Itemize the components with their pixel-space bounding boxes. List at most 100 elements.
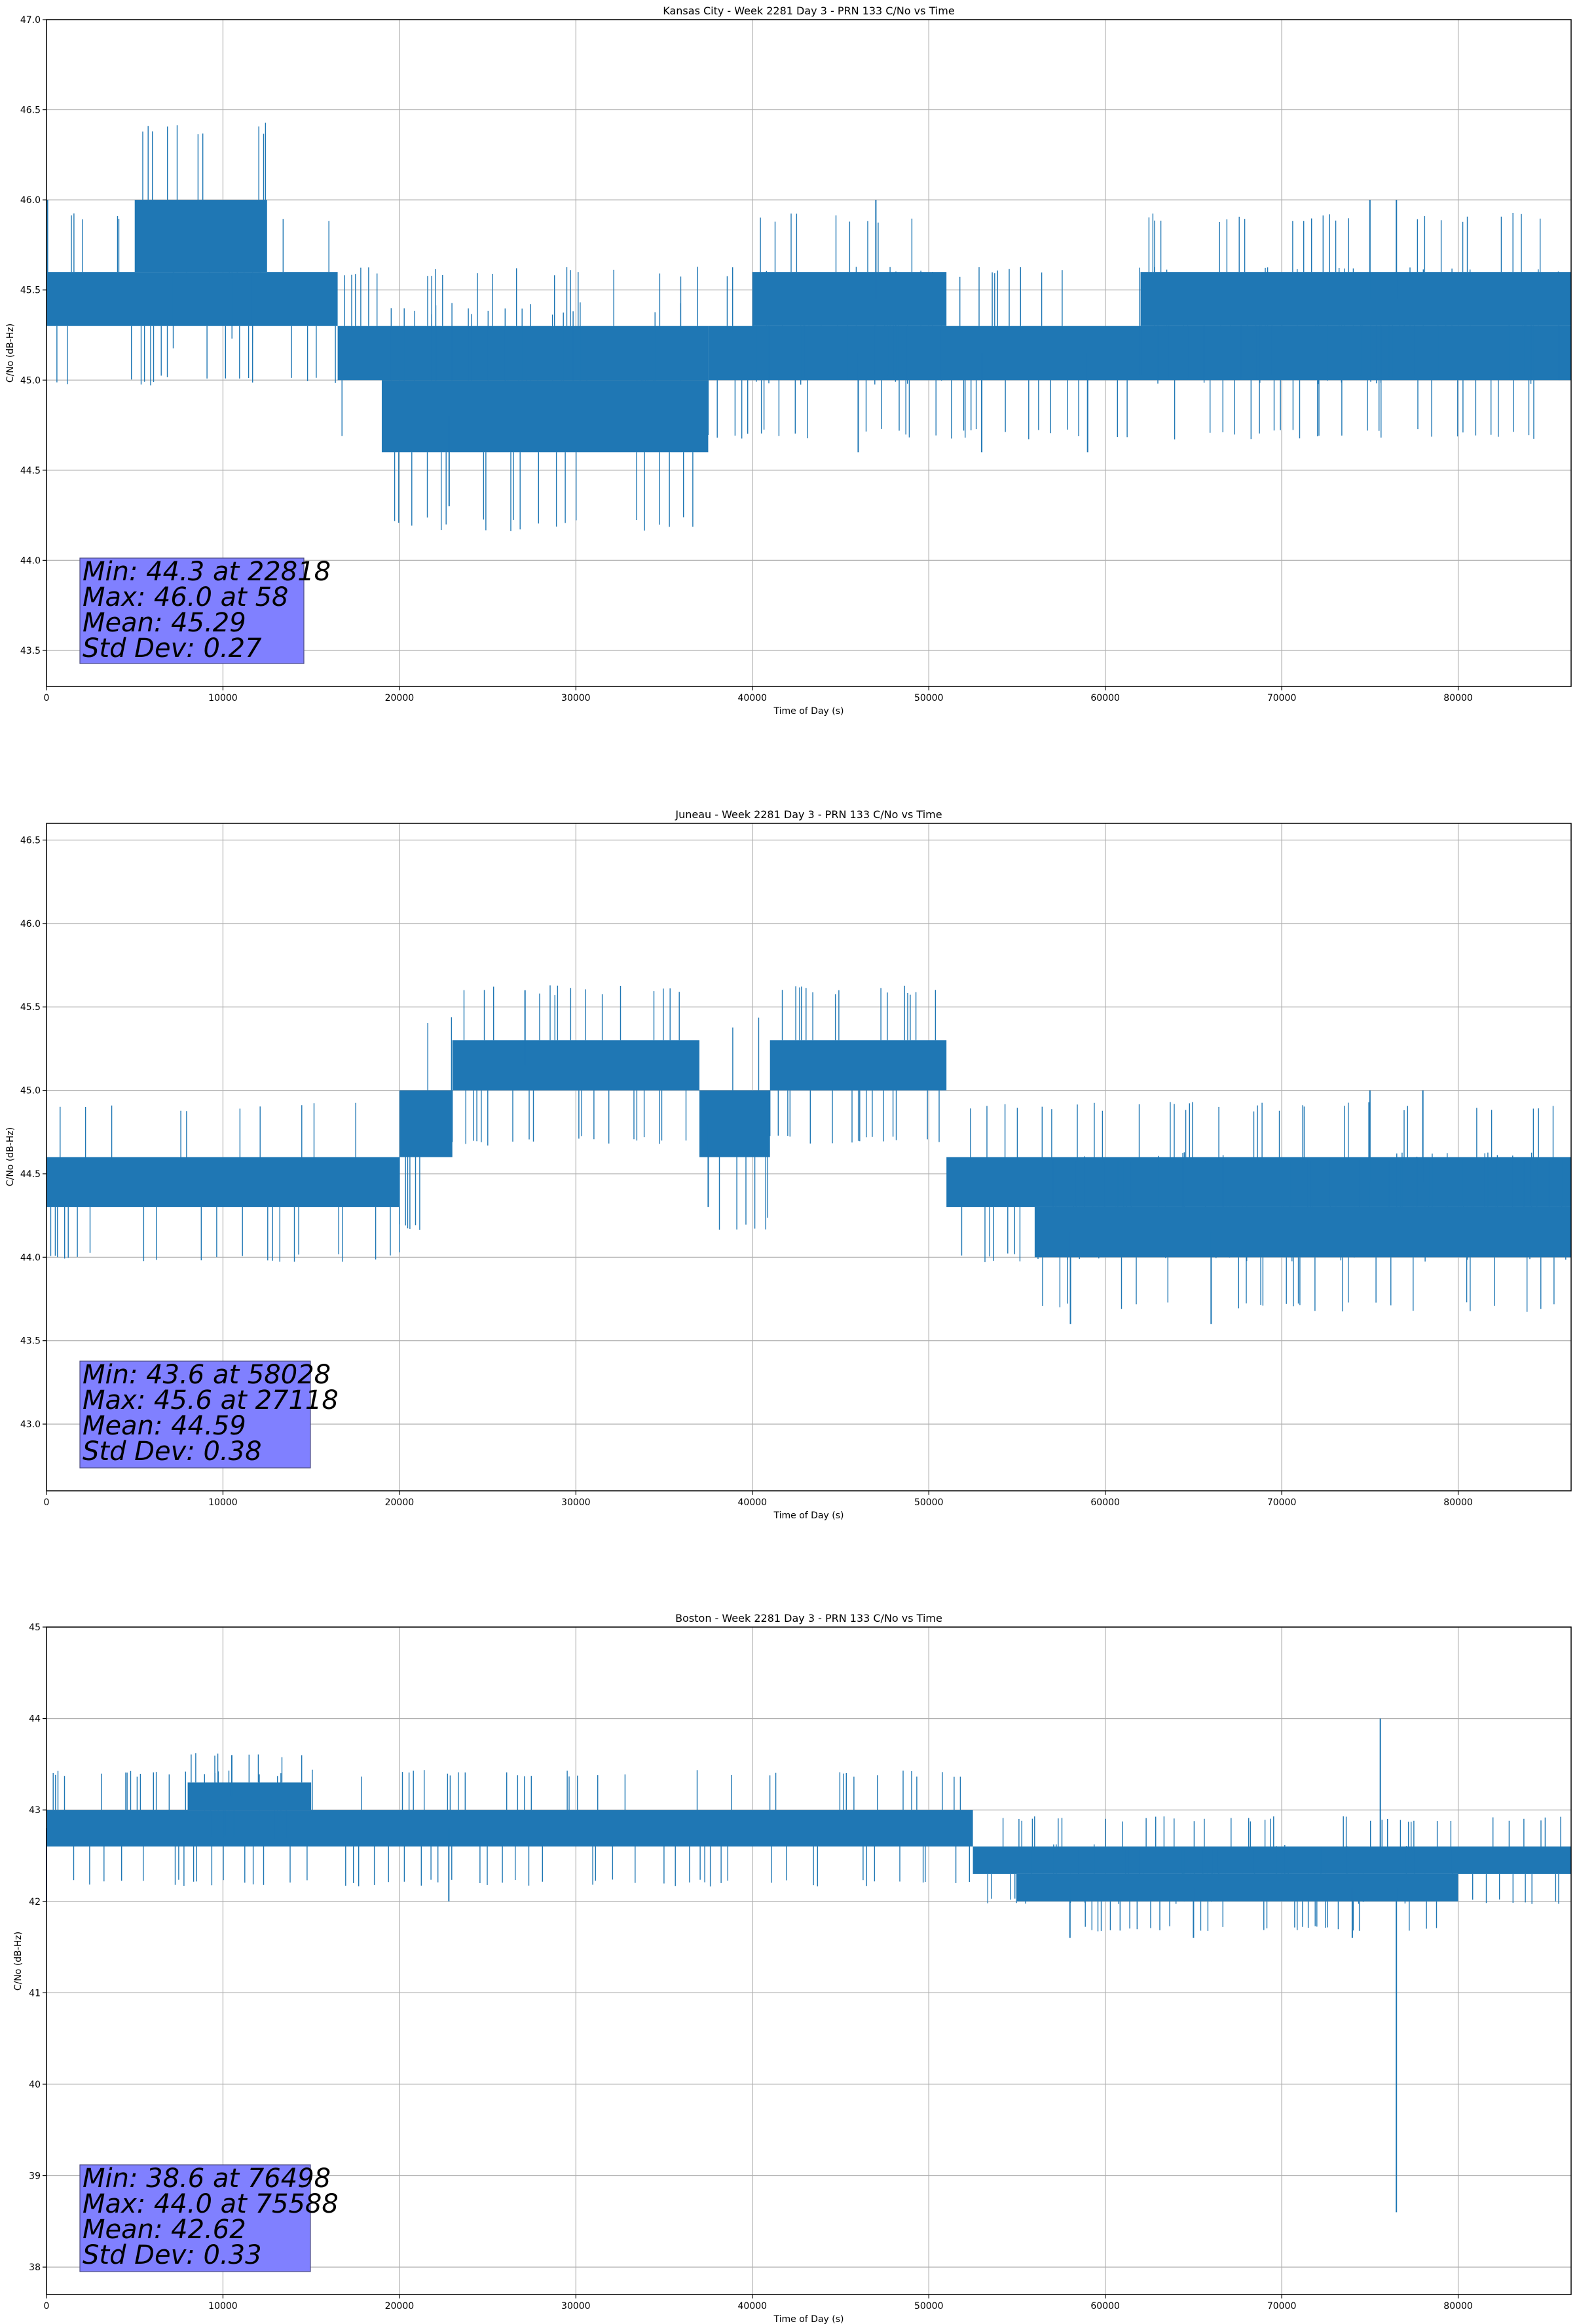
y-axis-label-kansas-city: C/No (dB-Hz) [5, 324, 16, 383]
y-tick-label: 38 [29, 2262, 41, 2273]
signal-jitter [718, 1017, 768, 1230]
x-tick-label: 30000 [561, 693, 591, 703]
series-kansas-city [46, 122, 1571, 531]
panel-boston: 0 10000 20000 30000 40000 50000 60000 70000 8000… [13, 1612, 1572, 2324]
signal-band [770, 1040, 947, 1091]
y-tick-label: 45.0 [20, 375, 41, 386]
x-tick-label: 30000 [561, 1497, 591, 1508]
plot-frame-kansas-city [46, 19, 1572, 687]
signal-band [381, 380, 709, 453]
y-tick-label: 40 [29, 2080, 41, 2090]
y-tick-label: 46.0 [20, 919, 41, 929]
signal-jitter [1042, 1152, 1563, 1312]
x-tick-label: 70000 [1267, 693, 1297, 703]
stat-max-kansas-city: Max: 46.0 at 58 [83, 582, 288, 612]
y-tick-label: 46.5 [20, 835, 41, 846]
signal-band [46, 1157, 399, 1207]
y-tick-label: 43 [29, 1805, 41, 1816]
signal-jitter [399, 1017, 453, 1230]
stat-mean-boston: Mean: 42.62 [83, 2215, 246, 2245]
signal-jitter [142, 122, 267, 348]
chart-title-boston: Boston - Week 2281 Day 3 - PRN 133 C/No … [675, 1612, 942, 1624]
y-tick-label: 45.5 [20, 286, 41, 296]
x-tick-label: 40000 [738, 1497, 768, 1508]
x-tick-label: 80000 [1443, 693, 1473, 703]
stats-box-juneau: Min: 43.6 at 58028 Max: 45.6 at 27118 Me… [79, 1360, 339, 1469]
signal-band [187, 1782, 312, 1810]
signal-band [337, 326, 709, 381]
stat-mean-kansas-city: Mean: 45.29 [83, 608, 246, 638]
x-tick-label: 30000 [561, 2301, 591, 2312]
y-tick-label: 47.0 [20, 15, 41, 26]
x-tick-label: 60000 [1090, 1497, 1120, 1508]
x-tick-label: 60000 [1090, 693, 1120, 703]
stat-std-juneau: Std Dev: 0.38 [83, 1436, 262, 1467]
y-axis-label-boston: C/No (dB-Hz) [13, 1932, 24, 1991]
stat-min-kansas-city: Min: 44.3 at 22818 [83, 557, 331, 587]
x-tick-label: 0 [44, 2301, 50, 2312]
x-tick-label: 80000 [1443, 2301, 1473, 2312]
x-tick-label: 10000 [208, 1497, 238, 1508]
signal-jitter [1140, 213, 1560, 384]
y-tick-label: 42 [29, 1897, 41, 1907]
x-tick-label: 10000 [208, 2301, 238, 2312]
x-tick-label: 70000 [1267, 1497, 1297, 1508]
ticks-juneau: 0 10000 20000 30000 40000 50000 60000 70000 8000… [20, 835, 1473, 1508]
panel-kansas-city: 0 10000 20000 30000 40000 50000 60000 70000 8000… [5, 5, 1572, 717]
x-tick-label: 50000 [914, 1497, 944, 1508]
chart-title-kansas-city: Kansas City - Week 2281 Day 3 - PRN 133 … [663, 5, 954, 17]
signal-jitter [1031, 1844, 1453, 1932]
x-tick-label: 20000 [385, 693, 415, 703]
ticks-kansas-city: 0 10000 20000 30000 40000 50000 60000 70000 8000… [20, 15, 1473, 703]
signal-band [1034, 1207, 1571, 1258]
signal-jitter [756, 214, 942, 385]
stat-max-boston: Max: 44.0 at 75588 [83, 2189, 339, 2219]
x-tick-label: 70000 [1267, 2301, 1297, 2312]
series-juneau [46, 985, 1571, 1324]
plot-frame-boston [46, 1626, 1572, 2295]
x-tick-label: 20000 [385, 2301, 415, 2312]
signal-band [452, 1040, 699, 1091]
signal-band [46, 272, 338, 326]
x-tick-label: 50000 [914, 693, 944, 703]
chart-title-juneau: Juneau - Week 2281 Day 3 - PRN 133 C/No … [675, 808, 942, 821]
y-tick-label: 43.5 [20, 1336, 41, 1347]
y-tick-label: 46.5 [20, 105, 41, 116]
plot-frame-juneau [46, 823, 1572, 1491]
stats-box-boston: Min: 38.6 at 76498 Max: 44.0 at 75588 Me… [79, 2164, 339, 2272]
stat-std-kansas-city: Std Dev: 0.27 [83, 633, 262, 664]
x-axis-label-boston: Time of Day (s) [773, 2314, 844, 2324]
y-tick-label: 46.0 [20, 195, 41, 206]
x-tick-label: 0 [44, 693, 50, 703]
signal-jitter [452, 985, 687, 1146]
y-tick-label: 45 [29, 1622, 41, 1633]
stats-box-bg-boston [79, 2164, 311, 2272]
signal-band [708, 326, 1571, 381]
y-tick-label: 41 [29, 1988, 41, 1998]
stat-max-juneau: Max: 45.6 at 27118 [83, 1385, 339, 1415]
signal-jitter [191, 1753, 303, 1839]
signal-band [946, 1157, 1571, 1207]
signal-band [134, 200, 267, 272]
stat-min-boston: Min: 38.6 at 76498 [83, 2164, 331, 2194]
signal-band [752, 272, 947, 326]
x-tick-label: 40000 [738, 2301, 768, 2312]
signal-jitter [390, 302, 694, 531]
signal-jitter [770, 985, 940, 1144]
signal-band [399, 1090, 453, 1157]
signal-jitter [50, 1102, 400, 1262]
y-tick-label: 43.0 [20, 1419, 41, 1430]
signal-band [973, 1846, 1571, 1874]
x-tick-label: 10000 [208, 693, 238, 703]
ticks-boston: 0 10000 20000 30000 40000 50000 60000 70000 8000… [29, 1622, 1473, 2312]
x-tick-label: 60000 [1090, 2301, 1120, 2312]
y-tick-label: 44.5 [20, 466, 41, 476]
stats-box-bg-juneau [79, 1360, 311, 1469]
x-tick-label: 40000 [738, 693, 768, 703]
y-tick-label: 44.0 [20, 1252, 41, 1263]
stats-box-bg-kansas-city [79, 557, 305, 664]
stats-box-kansas-city: Min: 44.3 at 22818 Max: 46.0 at 58 Mean:… [79, 557, 331, 664]
x-tick-label: 50000 [914, 2301, 944, 2312]
y-axis-label-juneau: C/No (dB-Hz) [5, 1127, 16, 1186]
